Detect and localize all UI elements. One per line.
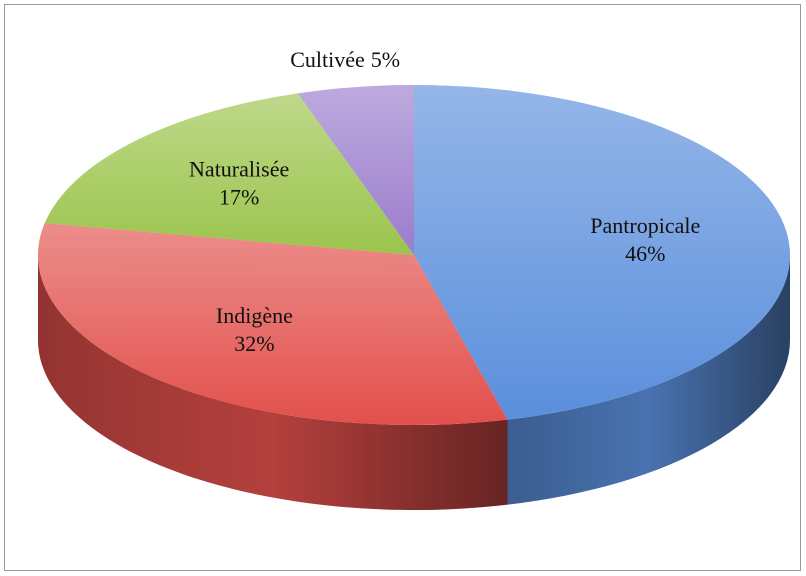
slice-highlight xyxy=(414,85,791,420)
data-label-category: Indigène xyxy=(216,303,293,328)
label-category: Cultivée xyxy=(290,47,365,72)
slice-highlight xyxy=(44,93,414,255)
label-value: 5% xyxy=(371,47,400,72)
data-label-category: Naturalisée xyxy=(189,156,289,181)
data-label-value: 32% xyxy=(234,331,274,356)
data-label: Cultivée 5% xyxy=(290,47,400,72)
data-label-value: 17% xyxy=(219,184,259,209)
slice-highlight xyxy=(297,85,414,255)
slice-side-shade xyxy=(38,255,508,510)
slice-highlight xyxy=(37,223,508,425)
data-label-value: 46% xyxy=(625,241,665,266)
data-label-category: Pantropicale xyxy=(590,213,700,238)
slice-side-shade xyxy=(507,255,790,505)
